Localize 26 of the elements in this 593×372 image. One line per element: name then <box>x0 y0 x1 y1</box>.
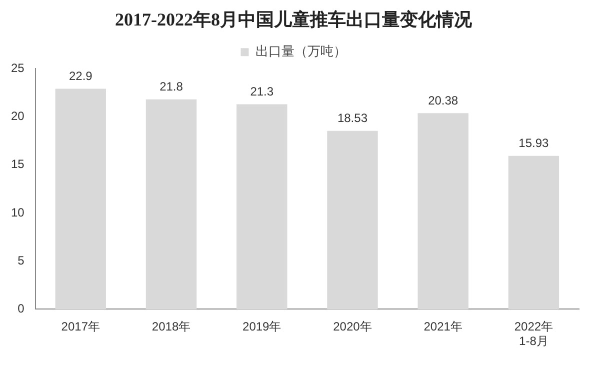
bar <box>55 88 106 310</box>
y-tick-label: 20 <box>10 109 25 124</box>
bar <box>146 99 197 310</box>
chart-title: 2017-2022年8月中国儿童推车出口量变化情况 <box>115 9 473 30</box>
bar <box>327 130 378 310</box>
data-label: 22.9 <box>68 69 93 84</box>
y-tick-label: 0 <box>18 302 25 316</box>
x-tick-label: 2018年 <box>152 320 191 334</box>
x-tick-label: 2020年 <box>333 320 372 334</box>
bar <box>236 104 288 310</box>
data-label: 21.8 <box>160 80 184 94</box>
data-label: 20.38 <box>428 93 458 108</box>
x-tick-label: 2022年 1-8月 <box>514 320 554 348</box>
data-label: 21.3 <box>250 84 274 99</box>
x-tick-label: 2021年 <box>424 320 462 334</box>
y-tick-label: 25 <box>10 60 25 75</box>
bar <box>508 156 560 310</box>
bar <box>418 113 468 310</box>
y-tick-label: 5 <box>18 253 25 268</box>
legend-label: 出口量（万吨） <box>255 44 346 59</box>
data-label: 15.93 <box>518 136 550 150</box>
x-tick-label: 2017年 <box>61 320 100 334</box>
data-label: 18.53 <box>337 111 368 126</box>
y-tick-label: 10 <box>10 205 25 220</box>
y-tick-label: 15 <box>10 157 25 172</box>
x-tick-label: 2019年 <box>242 320 282 334</box>
